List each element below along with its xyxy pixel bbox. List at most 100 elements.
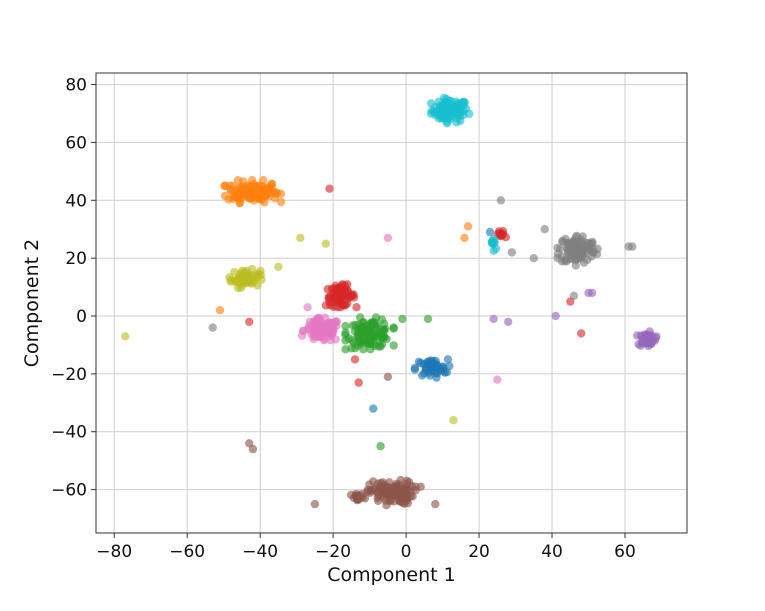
data-point (226, 275, 236, 285)
data-points (121, 93, 661, 510)
data-point (423, 314, 433, 324)
y-tick-label: 60 (65, 133, 87, 153)
data-point (651, 333, 660, 343)
x-tick-label: −20 (315, 542, 351, 562)
data-point (356, 337, 365, 346)
data-point (628, 242, 637, 251)
data-point (435, 107, 444, 116)
data-point (489, 314, 498, 324)
data-point (243, 276, 252, 285)
data-point (369, 404, 378, 413)
plot-frame (95, 72, 688, 534)
data-point (540, 225, 549, 234)
data-point (463, 222, 473, 231)
data-point (426, 99, 436, 108)
data-point (374, 332, 384, 341)
data-point (577, 329, 586, 338)
data-point (215, 306, 225, 315)
data-point (311, 332, 320, 341)
data-point (353, 495, 362, 505)
data-point (493, 375, 502, 384)
data-point (324, 294, 334, 304)
data-point (365, 480, 374, 489)
data-point (248, 444, 258, 454)
data-point (460, 233, 469, 243)
data-point (489, 239, 498, 248)
data-point (578, 232, 587, 241)
data-point (233, 283, 243, 293)
data-point (321, 239, 330, 248)
data-point (566, 254, 575, 264)
data-point (449, 416, 458, 425)
y-tick-label: −20 (51, 365, 87, 385)
data-point (297, 331, 307, 340)
data-point (436, 365, 445, 374)
data-point (507, 248, 517, 257)
data-point (571, 261, 580, 270)
data-point (393, 492, 403, 501)
data-point (235, 198, 244, 208)
data-point (389, 323, 398, 332)
data-point (208, 323, 217, 332)
data-point (383, 233, 393, 243)
data-point (465, 109, 474, 119)
data-point (303, 303, 312, 312)
y-tick-label: 80 (65, 76, 87, 96)
data-point (551, 311, 560, 321)
data-point (593, 244, 602, 253)
x-axis-label: Component 1 (327, 564, 455, 586)
data-point (225, 181, 235, 190)
data-point (121, 332, 130, 341)
data-point (576, 251, 585, 261)
x-tick-label: 0 (401, 542, 412, 562)
data-point (375, 483, 385, 492)
data-point (494, 227, 504, 236)
x-axis-ticks: −80 −60 −40 −20 0 20 40 60 (96, 533, 636, 562)
x-tick-label: 60 (614, 542, 636, 562)
y-tick-label: −40 (51, 423, 87, 443)
data-point (257, 195, 267, 204)
y-tick-label: 40 (65, 191, 87, 211)
data-point (341, 321, 350, 331)
data-point (569, 291, 579, 300)
x-tick-label: −80 (96, 542, 132, 562)
data-point (341, 288, 350, 297)
data-point (320, 335, 329, 345)
data-point (402, 476, 412, 485)
data-point (358, 328, 367, 337)
data-point (246, 187, 255, 196)
data-point (553, 253, 562, 263)
data-point (376, 442, 385, 451)
data-point (259, 176, 268, 185)
data-point (264, 185, 273, 194)
data-point (233, 274, 243, 283)
data-point (392, 482, 401, 491)
data-point (381, 496, 390, 505)
x-tick-label: −40 (242, 542, 278, 562)
data-point (274, 262, 283, 271)
x-tick-label: 40 (541, 542, 563, 562)
data-point (310, 499, 320, 509)
data-point (378, 326, 387, 335)
data-point (564, 248, 573, 257)
data-point (340, 301, 349, 310)
data-point (569, 239, 578, 248)
data-point (325, 184, 334, 193)
data-point (350, 355, 360, 364)
y-axis-label: Component 2 (21, 239, 43, 367)
data-point (296, 233, 305, 243)
data-point (582, 238, 591, 248)
data-point (496, 196, 506, 205)
data-point (352, 303, 361, 312)
data-point (374, 342, 384, 351)
data-point (236, 186, 246, 195)
data-point (220, 191, 230, 201)
data-point (230, 267, 239, 277)
data-point (443, 355, 453, 364)
data-point (254, 270, 263, 279)
data-point (633, 331, 642, 340)
data-point (359, 318, 368, 327)
y-axis-ticks: −60 −40 −20 0 20 40 60 80 (51, 76, 96, 501)
data-point (445, 96, 454, 106)
data-point (247, 264, 257, 274)
